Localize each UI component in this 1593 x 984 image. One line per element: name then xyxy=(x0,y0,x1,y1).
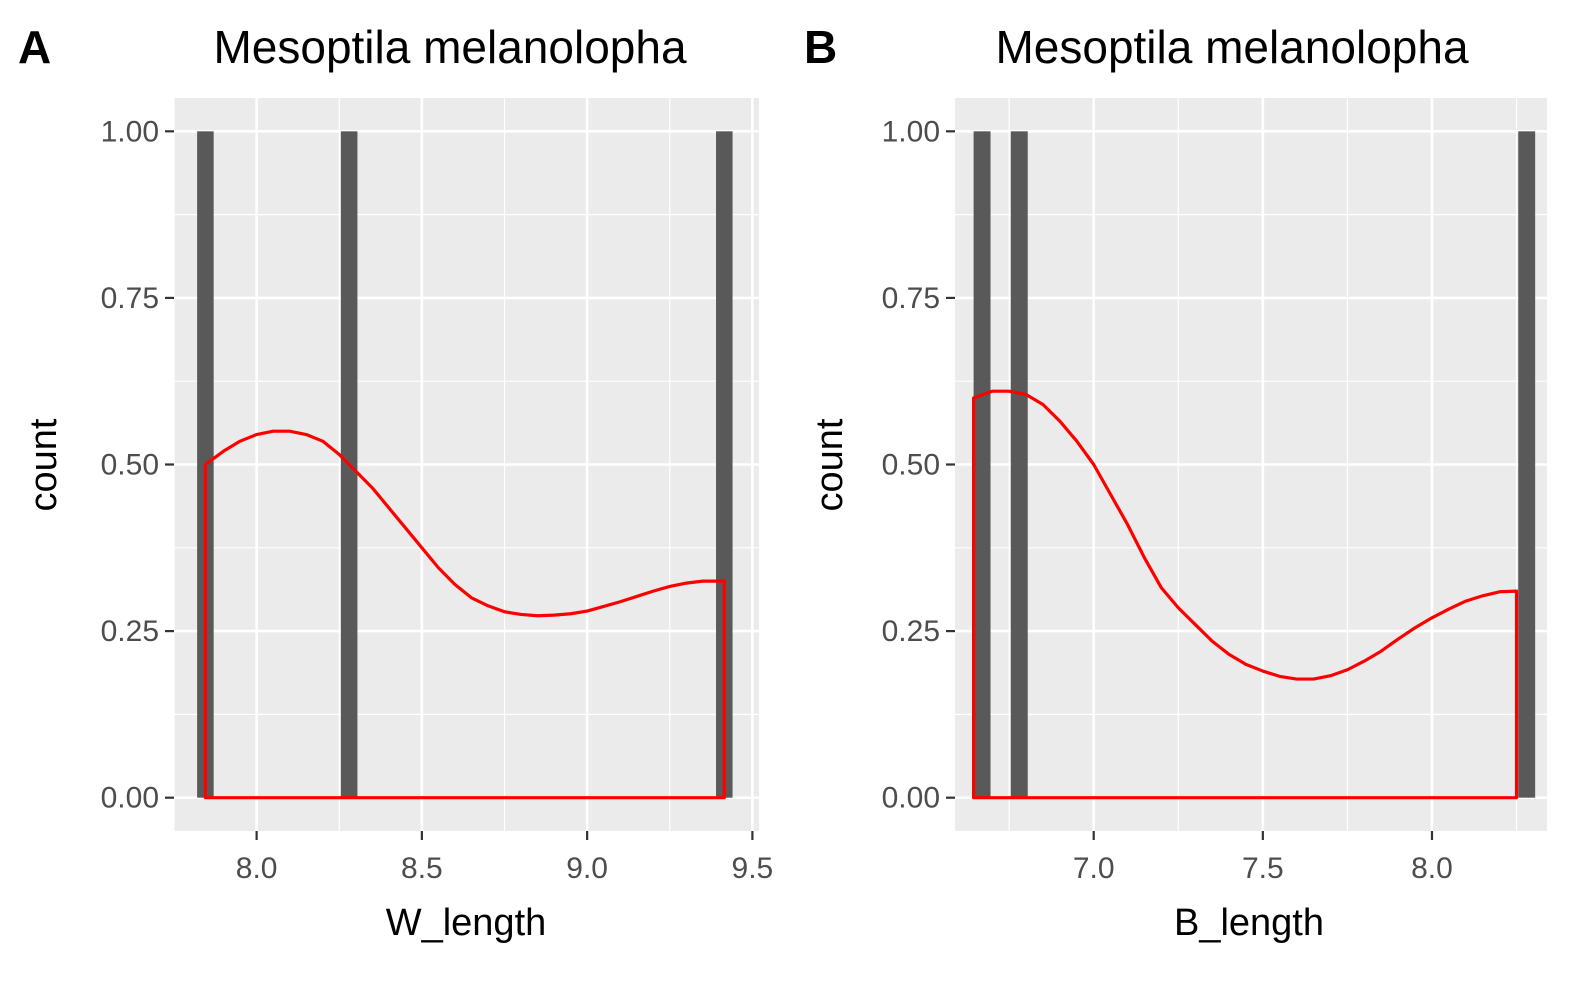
y-tick-label: 0.25 xyxy=(101,615,159,648)
bar-b-1 xyxy=(973,131,991,798)
bar-a-3 xyxy=(716,131,733,798)
y-tick-label: 0.75 xyxy=(101,282,159,315)
y-tick-label: 0.50 xyxy=(882,449,940,482)
y-tick-label: 0.00 xyxy=(882,782,940,815)
x-tick-label: 7.0 xyxy=(1073,852,1115,885)
x-axis-a: 8.0 8.5 9.0 9.5 xyxy=(236,831,773,885)
x-axis-b: 7.0 7.5 8.0 xyxy=(1073,831,1453,885)
x-tick-label: 9.5 xyxy=(732,852,774,885)
density-b xyxy=(972,389,1519,800)
y-tick-label: 0.00 xyxy=(101,782,159,815)
x-axis-label-b: B_length xyxy=(1174,902,1324,944)
bars-b xyxy=(973,131,1536,798)
bar-b-3 xyxy=(1518,131,1536,798)
panel-letter-a: A xyxy=(18,21,51,73)
panel-title-b: Mesoptila melanolopha xyxy=(995,21,1468,73)
panel-b: B Mesoptila melanolopha 0.00 0.25 0.50 0.75… xyxy=(804,21,1547,944)
density-a xyxy=(203,429,726,800)
density-curve-b xyxy=(972,389,1519,800)
y-axis-label-b: count xyxy=(809,418,851,511)
y-tick-label: 1.00 xyxy=(882,115,940,148)
panel-a: A Mesoptila melanolopha 0.00 0.25 0.50 0.75… xyxy=(18,21,773,944)
x-tick-label: 8.5 xyxy=(401,852,443,885)
x-tick-label: 8.0 xyxy=(1411,852,1453,885)
x-tick-label: 7.5 xyxy=(1242,852,1284,885)
density-curve-a xyxy=(203,429,726,800)
y-tick-label: 0.25 xyxy=(882,615,940,648)
x-axis-label-a: W_length xyxy=(386,902,547,944)
bar-b-2 xyxy=(1010,131,1028,798)
panel-title-a: Mesoptila melanolopha xyxy=(213,21,686,73)
y-tick-label: 0.50 xyxy=(101,449,159,482)
panel-letter-b: B xyxy=(804,21,837,73)
y-axis-a: 0.00 0.25 0.50 0.75 1.00 xyxy=(101,115,174,815)
y-axis-b: 0.00 0.25 0.50 0.75 1.00 xyxy=(882,115,955,815)
y-tick-label: 0.75 xyxy=(882,282,940,315)
y-tick-label: 1.00 xyxy=(101,115,159,148)
x-tick-label: 8.0 xyxy=(236,852,278,885)
y-axis-label-a: count xyxy=(23,418,65,511)
x-tick-label: 9.0 xyxy=(566,852,608,885)
